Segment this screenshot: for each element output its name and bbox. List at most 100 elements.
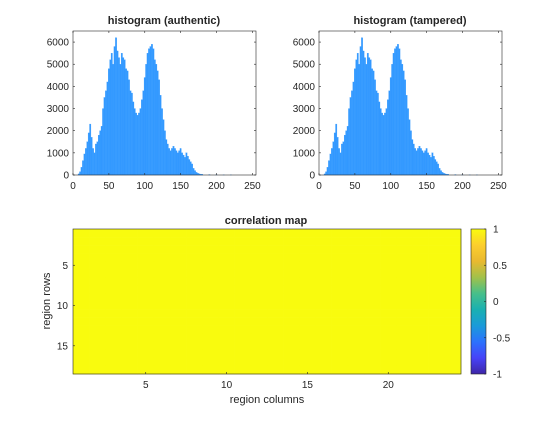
heatmap-cell: [73, 261, 89, 269]
heatmap-cell: [283, 358, 299, 366]
y-tick-label: 10: [57, 301, 69, 312]
heatmap-cell: [235, 229, 251, 237]
heatmap-cell: [348, 302, 364, 310]
heatmap-cell: [445, 318, 461, 326]
heatmap-cell: [380, 261, 396, 269]
heatmap-cell: [170, 269, 186, 277]
heatmap-cell: [89, 366, 105, 374]
heatmap-cell: [251, 326, 267, 334]
heatmap-cell: [202, 229, 218, 237]
heatmap-cell: [138, 318, 154, 326]
heatmap-cell: [380, 302, 396, 310]
histogram-bar: [348, 109, 349, 175]
heatmap-cell: [219, 285, 235, 293]
histogram-bar: [194, 171, 195, 175]
heatmap-cell: [316, 350, 332, 358]
heatmap-cell: [89, 245, 105, 253]
histogram-bar: [193, 168, 194, 175]
histogram-bar: [340, 153, 341, 175]
histogram-bar: [389, 91, 390, 175]
heatmap-cell: [235, 326, 251, 334]
heatmap-cell: [267, 229, 283, 237]
histogram-bar: [191, 164, 192, 175]
heatmap-cell: [445, 245, 461, 253]
colorbar-tick-label: 1: [493, 225, 499, 236]
histogram-bar: [153, 49, 154, 175]
heatmap-cell: [348, 261, 364, 269]
heatmap-cell: [299, 253, 315, 261]
y-tick-label: 2000: [47, 126, 70, 137]
heatmap-cell: [138, 237, 154, 245]
histogram-bar: [328, 161, 329, 175]
histogram-bar: [164, 131, 165, 175]
histogram-bar: [196, 172, 197, 175]
heatmap-cell: [413, 334, 429, 342]
heatmap-cell: [170, 358, 186, 366]
heatmap-cell: [445, 237, 461, 245]
heatmap-cell: [138, 269, 154, 277]
heatmap-cell: [251, 237, 267, 245]
heatmap-cell: [413, 245, 429, 253]
heatmap-cell: [332, 285, 348, 293]
heatmap-cell: [429, 261, 445, 269]
heatmap-cell: [235, 245, 251, 253]
heatmap-cell: [122, 342, 138, 350]
heatmap-cell: [348, 229, 364, 237]
heatmap-cell: [186, 245, 202, 253]
heatmap-cell: [105, 326, 121, 334]
heatmap-cell: [380, 269, 396, 277]
histogram-bar: [409, 120, 410, 175]
heatmap-cell: [202, 285, 218, 293]
heatmap-cell: [73, 253, 89, 261]
heatmap-cell: [105, 358, 121, 366]
histogram-bar: [118, 58, 119, 175]
heatmap-cell: [267, 293, 283, 301]
heatmap-cell: [413, 269, 429, 277]
heatmap-cell: [429, 334, 445, 342]
heatmap-cell: [299, 285, 315, 293]
y-axis-label: region rows: [41, 272, 53, 329]
histogram-bar: [123, 58, 124, 175]
heatmap-cell: [89, 229, 105, 237]
heatmap-cell: [170, 277, 186, 285]
y-tick-label: 0: [63, 171, 69, 182]
heatmap-cell: [154, 342, 170, 350]
histogram-bar: [128, 80, 129, 175]
histogram-bar: [167, 144, 168, 175]
heatmap-cell: [105, 302, 121, 310]
heatmap-cell: [364, 269, 380, 277]
heatmap-cell: [380, 334, 396, 342]
x-tick-label: 50: [103, 181, 115, 192]
heatmap-cell: [170, 326, 186, 334]
heatmap-cell: [413, 342, 429, 350]
heatmap-cell: [73, 285, 89, 293]
heatmap-cell: [332, 334, 348, 342]
histogram-bar: [189, 159, 190, 175]
histogram-bar: [427, 153, 428, 175]
heatmap-cell: [154, 326, 170, 334]
heatmap-cell: [267, 342, 283, 350]
x-tick-label: 150: [172, 181, 189, 192]
histogram-bar: [341, 144, 342, 175]
heatmap-cell: [429, 245, 445, 253]
histogram-bar: [426, 148, 427, 175]
histogram-bar: [330, 154, 331, 175]
heatmap-cell: [267, 358, 283, 366]
heatmap-cell: [202, 245, 218, 253]
histogram-bar: [145, 64, 146, 175]
heatmap-cell: [122, 285, 138, 293]
heatmap-cell: [122, 366, 138, 374]
histogram-bar: [190, 162, 191, 175]
heatmap-cell: [186, 293, 202, 301]
histogram-bar: [100, 131, 101, 175]
histogram-bar: [110, 60, 111, 175]
histogram-bar: [94, 153, 95, 175]
heatmap-cell: [251, 285, 267, 293]
histogram-bar: [387, 100, 388, 175]
heatmap-cell: [413, 318, 429, 326]
histogram-bar: [338, 148, 339, 175]
x-tick-label: 150: [418, 181, 435, 192]
heatmap-cell: [283, 310, 299, 318]
heatmap-cell: [413, 253, 429, 261]
